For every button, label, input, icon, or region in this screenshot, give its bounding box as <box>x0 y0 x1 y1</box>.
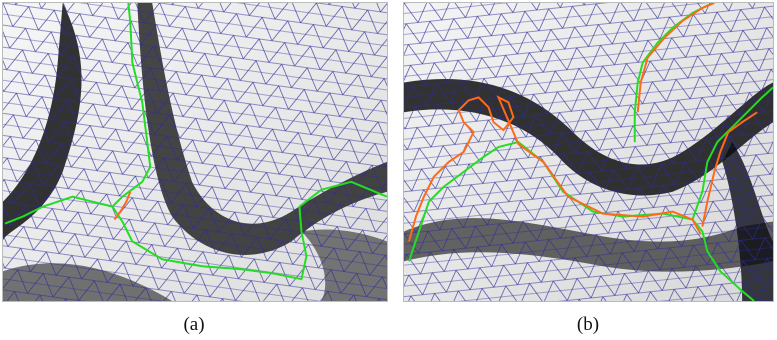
triangle-mesh <box>3 3 387 301</box>
geodesic-path-green-2 <box>111 180 387 281</box>
panel-b-mesh-rendering <box>403 2 774 302</box>
approx-path-orange-2 <box>701 111 758 227</box>
mesh-figure-b <box>404 3 773 301</box>
triangle-mesh <box>404 3 773 301</box>
approx-path-orange-1 <box>408 95 702 242</box>
approx-path-orange <box>113 191 132 221</box>
caption-a: (a) <box>183 314 205 335</box>
geodesic-path-green-1 <box>408 140 755 301</box>
approx-path-orange-3 <box>636 3 715 113</box>
panel-a-mesh-rendering <box>2 2 388 302</box>
caption-b: (b) <box>576 314 600 335</box>
geodesic-path-green-3 <box>691 86 773 220</box>
geodesic-path-green-1 <box>4 3 152 225</box>
mesh-figure-a <box>3 3 387 301</box>
